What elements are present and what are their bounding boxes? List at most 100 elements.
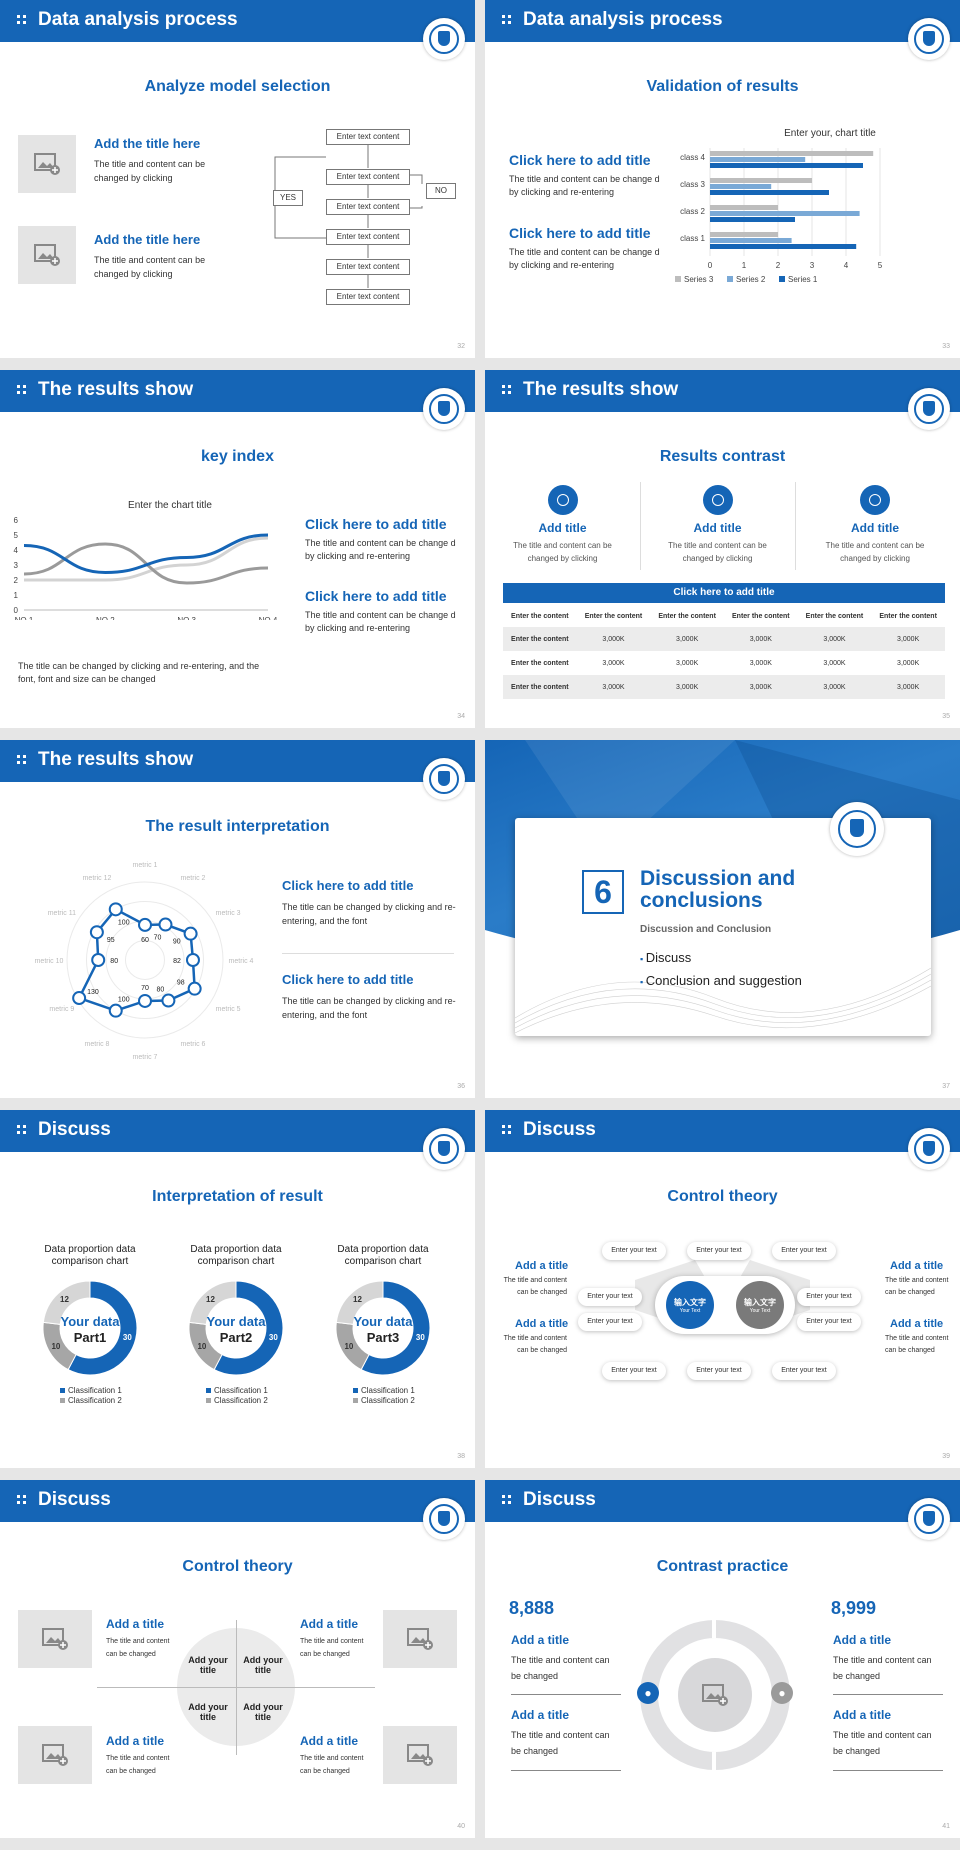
- radar-axis-label: metric 4: [229, 958, 254, 965]
- text-pill[interactable]: Enter your text: [687, 1362, 751, 1380]
- item-body: The title and content can be changed: [503, 1335, 567, 1354]
- column-title: Add title: [538, 521, 587, 535]
- data-label: 12: [206, 1295, 215, 1304]
- flow-box[interactable]: Enter text content: [326, 259, 410, 275]
- quad-title: Add your title: [188, 1702, 228, 1722]
- radar-axis-label: metric 5: [216, 1006, 241, 1013]
- slide-header: The results show: [485, 370, 960, 412]
- flow-box[interactable]: Enter text content: [326, 289, 410, 305]
- data-label: 12: [60, 1295, 69, 1304]
- y-tick-label: class 1: [680, 234, 705, 243]
- item-title: Add a title: [890, 1318, 944, 1330]
- flow-no-box[interactable]: NO: [426, 183, 456, 199]
- table-header-cell: Enter the content: [805, 612, 864, 620]
- image-placeholder[interactable]: [383, 1610, 457, 1668]
- radar-axis-label: metric 6: [181, 1041, 206, 1048]
- chart-title: Data proportion data comparison chart: [44, 1244, 136, 1267]
- chart-legend: Classification 1 Classification 2: [60, 1386, 122, 1406]
- item-body: The title can be changed by clicking and…: [282, 902, 456, 926]
- item-title: Add a title: [106, 1617, 165, 1631]
- item-body: The title and content can be changed: [106, 1638, 170, 1658]
- table-header-cell: Enter the content: [511, 612, 569, 620]
- y-tick-label: 1: [14, 591, 19, 600]
- bar: [710, 238, 792, 243]
- table-header-cell: Enter the content: [732, 612, 790, 620]
- item-body: The title and content can be change d by…: [305, 538, 456, 561]
- center-circle-blue[interactable]: 输入文字 Your Text: [666, 1281, 714, 1329]
- donut-chart: Data proportion data comparison chart 30 1…: [166, 1244, 306, 1424]
- text-pill[interactable]: Enter your text: [772, 1362, 836, 1380]
- text-pill[interactable]: Enter your text: [578, 1313, 642, 1331]
- slide-header: Discuss: [0, 1480, 475, 1522]
- radar-ring: [86, 901, 204, 1019]
- image-placeholder[interactable]: [18, 1610, 92, 1668]
- slide-subtitle: Control theory: [182, 1558, 293, 1575]
- result-column: Add title The title and content can be c…: [795, 485, 955, 569]
- image-placeholder[interactable]: [18, 226, 76, 284]
- legend-swatch: [60, 1398, 65, 1403]
- legend-swatch: [353, 1388, 358, 1393]
- item-body: The title and content can be change d by…: [509, 174, 660, 197]
- flow-box[interactable]: Enter text content: [326, 229, 410, 245]
- bullet-item: ▪ Discuss: [640, 950, 691, 965]
- text-pill[interactable]: Enter your text: [772, 1242, 836, 1260]
- table-cell: Enter the content: [511, 683, 569, 691]
- bullet-text: Conclusion and suggestion: [645, 973, 802, 988]
- y-tick-label: 4: [14, 546, 19, 555]
- page-number: 37: [942, 1083, 950, 1090]
- image-placeholder[interactable]: [383, 1726, 457, 1784]
- item-body: The title and content can be changed by …: [94, 255, 206, 279]
- y-tick-label: 3: [14, 561, 19, 570]
- item-title: Click here to add title: [305, 516, 447, 532]
- image-placeholder[interactable]: [18, 135, 76, 193]
- legend-label: Classification 1: [68, 1386, 122, 1395]
- text-pill[interactable]: Enter your text: [797, 1313, 861, 1331]
- slide-subtitle: key index: [201, 448, 274, 465]
- donut-slice: [67, 1280, 138, 1376]
- circle-text: 输入文字: [744, 1298, 776, 1307]
- center-circle-gray[interactable]: 输入文字 Your Text: [736, 1281, 784, 1329]
- page-number: 41: [942, 1823, 950, 1830]
- line-chart: 0 1 2 3 4 5 6 NO.1 NO.2 NO.3 NO.4: [14, 516, 278, 620]
- bar: [710, 163, 863, 168]
- item-title: Click here to add title: [509, 225, 651, 241]
- slide-header: Data analysis process: [485, 0, 960, 42]
- bar: [710, 205, 778, 210]
- flow-box[interactable]: Enter text content: [326, 169, 410, 185]
- image-icon: [42, 1628, 68, 1650]
- horizontal-bar-chart: 0 1 2 3 4 5 class 1 class 2 class 3 class 4 Series…: [675, 148, 883, 284]
- table-cell: 3,000K: [823, 659, 846, 667]
- flow-yes-box[interactable]: YES: [273, 190, 303, 206]
- quad-title: Add your title: [243, 1702, 283, 1722]
- column-body: The title and content can be changed by …: [513, 541, 612, 563]
- item-title: Click here to add title: [282, 878, 414, 893]
- text-pill[interactable]: Enter your text: [602, 1242, 666, 1260]
- grid-icon: [502, 385, 512, 395]
- radar-chart: metric 1 metric 2 metric 3 metric 4 metric 5…: [35, 862, 254, 1061]
- flow-box[interactable]: Enter text content: [326, 199, 410, 215]
- table-cell: 3,000K: [602, 659, 625, 667]
- slide-header: Data analysis process: [0, 0, 475, 42]
- table-header-cell: Enter the content: [879, 612, 937, 620]
- y-tick-label: class 3: [680, 180, 705, 189]
- image-placeholder[interactable]: [18, 1726, 92, 1784]
- radar-point: [91, 953, 106, 967]
- legend-label: Series 3: [684, 275, 714, 284]
- data-label: 70: [154, 935, 162, 942]
- slide-header: Discuss: [485, 1480, 960, 1522]
- radar-point: [185, 953, 200, 967]
- donut-chart: Data proportion data comparison chart 30 1…: [20, 1244, 160, 1424]
- y-tick-label: class 2: [680, 207, 705, 216]
- text-pill[interactable]: Enter your text: [687, 1242, 751, 1260]
- table-title: Click here to add title: [503, 583, 945, 603]
- x-tick-label: 0: [708, 261, 713, 270]
- text-pill[interactable]: Enter your text: [602, 1362, 666, 1380]
- image-placeholder[interactable]: [678, 1658, 752, 1732]
- text-pill[interactable]: Enter your text: [797, 1288, 861, 1306]
- text-pill[interactable]: Enter your text: [578, 1288, 642, 1306]
- item-title: Add a title: [890, 1260, 944, 1272]
- chart-title: Enter your, chart title: [784, 128, 876, 139]
- legend-swatch: [60, 1388, 65, 1393]
- item-body: The title and content can be changed: [511, 1730, 610, 1756]
- flow-box[interactable]: Enter text content: [326, 129, 410, 145]
